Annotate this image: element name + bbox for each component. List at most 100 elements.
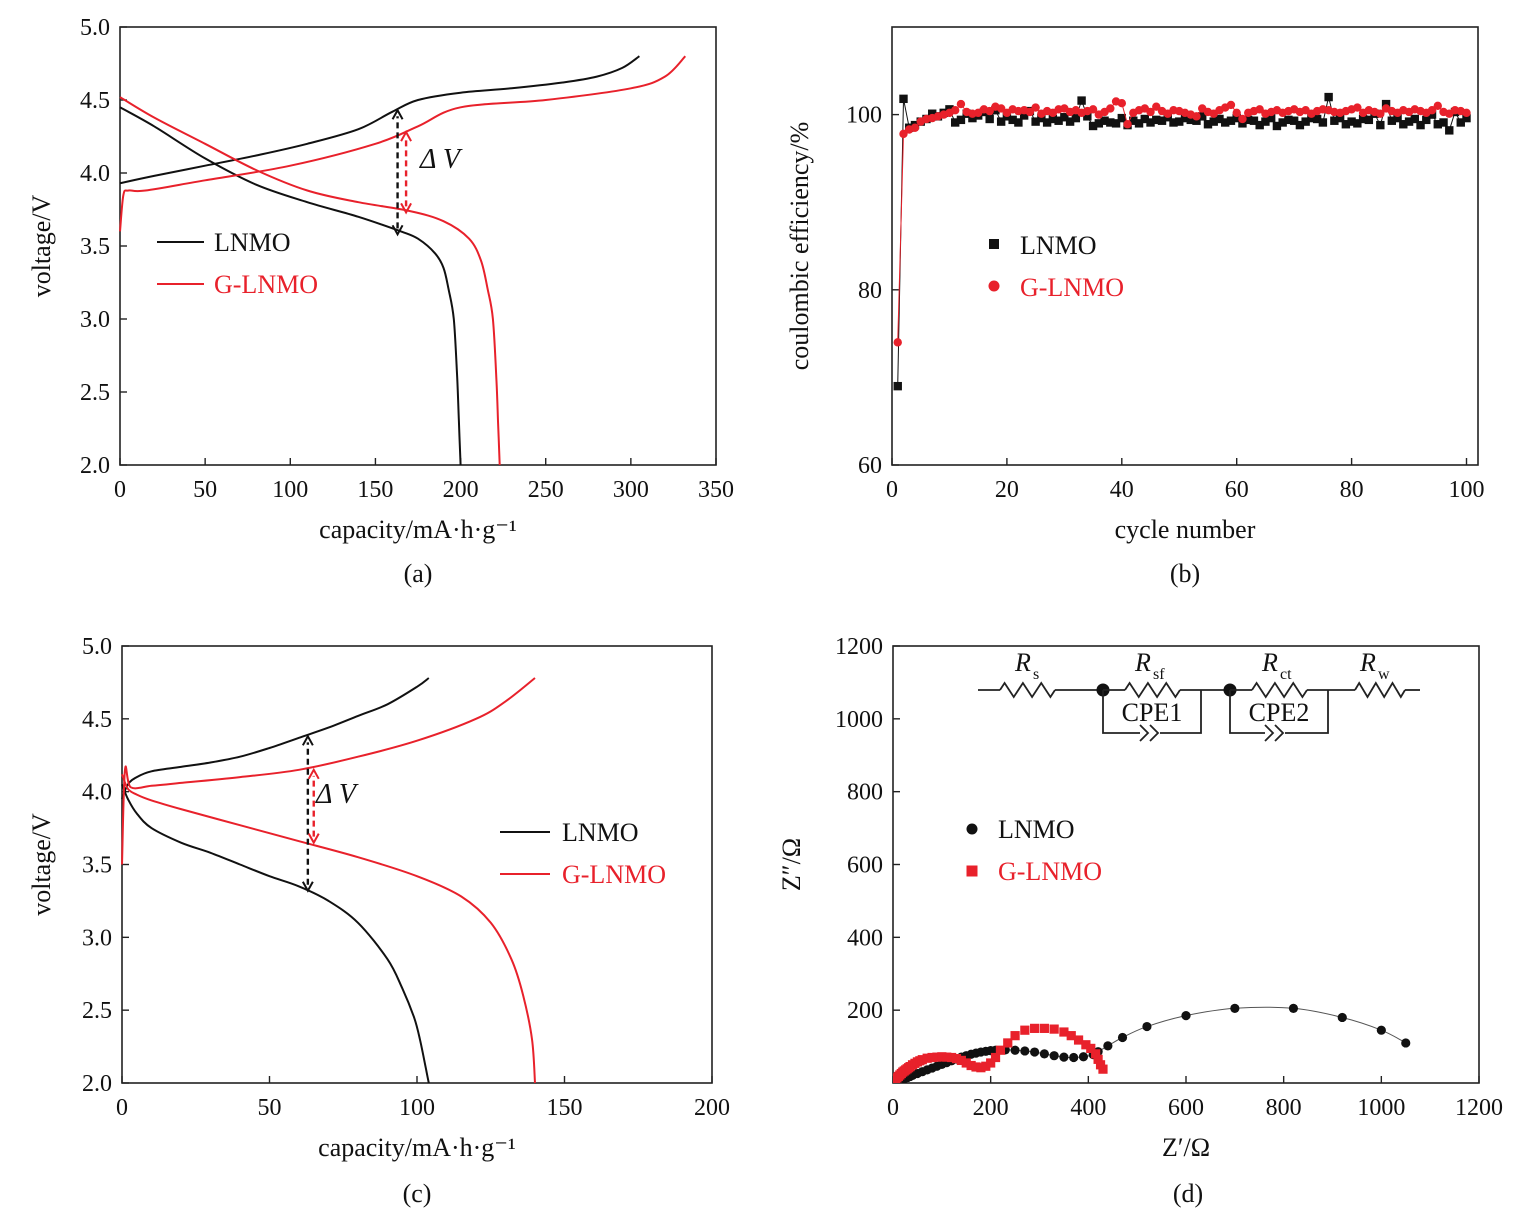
- y-tick-label: 400: [847, 925, 883, 951]
- panel-a: 0 50 100 150 200 250 300 350 2.0 2.5 3.0 3.5 4.0 4.5 5…: [27, 15, 734, 588]
- x-tick-label: 0: [886, 477, 898, 503]
- data-point-lnmo: [1215, 114, 1224, 124]
- data-point-lnmo: [1100, 116, 1109, 125]
- data-point-g-lnmo: [1003, 1038, 1013, 1048]
- y-tick-label: 3.0: [80, 307, 110, 333]
- x-tick-label: 100: [1449, 477, 1485, 503]
- data-point-g-lnmo: [1059, 1027, 1069, 1037]
- data-point-g-lnmo: [917, 1055, 927, 1065]
- data-point-g-lnmo: [950, 106, 960, 115]
- data-point-lnmo: [1175, 117, 1184, 126]
- data-point-lnmo: [1042, 118, 1052, 127]
- data-point-lnmo: [1295, 120, 1305, 130]
- data-point-lnmo: [1347, 117, 1356, 126]
- data-point-lnmo: [1307, 113, 1316, 123]
- data-point-lnmo: [1335, 113, 1345, 123]
- y-tick-label: 600: [847, 853, 883, 879]
- data-point-g-lnmo: [956, 1055, 966, 1066]
- plot-area: [893, 1003, 1411, 1083]
- y-axis-label: coulombic efficiency/%: [785, 122, 814, 371]
- data-point-lnmo: [1243, 115, 1253, 125]
- data-point-g-lnmo: [1093, 1054, 1103, 1064]
- data-point-lnmo: [1083, 112, 1092, 121]
- data-point-lnmo: [1069, 1052, 1079, 1063]
- data-point-g-lnmo: [910, 123, 920, 132]
- data-point-lnmo: [1039, 1049, 1049, 1059]
- data-point-g-lnmo: [1049, 1024, 1059, 1034]
- cpe1-branch: [1102, 690, 1202, 734]
- x-tick-label: 350: [698, 477, 734, 503]
- x-tick-label: 100: [399, 1095, 435, 1121]
- data-point-lnmo: [1065, 117, 1075, 126]
- y-tick-label: 2.0: [82, 1071, 112, 1097]
- x-tick-label: 150: [547, 1095, 583, 1121]
- resistor-rct: [1251, 681, 1308, 699]
- data-point-lnmo: [1088, 121, 1098, 131]
- data-point-lnmo: [1103, 1041, 1113, 1051]
- resistor-rw-subscript: w: [1378, 666, 1390, 683]
- x-tick-label: 200: [973, 1095, 1009, 1121]
- data-point-lnmo: [1358, 114, 1368, 124]
- x-tick-label: 0: [114, 477, 126, 503]
- data-point-lnmo: [1106, 118, 1115, 127]
- data-point-lnmo: [1353, 119, 1362, 128]
- series-line: [121, 773, 536, 1084]
- y-tick-label: 80: [858, 278, 882, 304]
- series-line: [121, 677, 430, 800]
- data-point-lnmo: [1030, 1047, 1040, 1057]
- data-point-lnmo: [1249, 116, 1259, 125]
- data-point-g-lnmo: [1073, 1035, 1084, 1045]
- y-tick-label: 5.0: [80, 15, 110, 41]
- plot-area: [893, 92, 1471, 391]
- data-point-lnmo: [928, 109, 937, 118]
- data-point-lnmo: [1134, 119, 1144, 128]
- y-tick-label: 1000: [835, 707, 883, 733]
- data-point-lnmo: [893, 381, 902, 391]
- data-point-g-lnmo: [981, 1061, 991, 1071]
- data-point-g-lnmo: [1039, 1023, 1049, 1033]
- panel-label: (b): [1170, 559, 1200, 588]
- legend-label-lnmo: LNMO: [998, 815, 1075, 844]
- data-point-lnmo: [1060, 113, 1069, 122]
- x-tick-label: 0: [887, 1095, 899, 1121]
- data-point-g-lnmo: [1376, 109, 1385, 118]
- data-point-lnmo: [1289, 116, 1299, 125]
- data-point-lnmo: [1037, 113, 1046, 123]
- data-point-lnmo: [1337, 1012, 1347, 1023]
- y-tick-label: 4.0: [80, 161, 110, 187]
- data-point-lnmo: [1230, 1003, 1240, 1013]
- delta-v-arrow-head-top: [391, 108, 404, 120]
- y-tick-label: 3.0: [82, 925, 112, 951]
- y-tick-label: 2.0: [80, 453, 110, 479]
- data-point-g-lnmo: [932, 1052, 942, 1062]
- data-point-g-lnmo: [951, 1054, 962, 1064]
- x-tick-label: 600: [1168, 1095, 1204, 1121]
- cpe2-symbol: [1264, 724, 1285, 742]
- x-tick-label: 250: [528, 477, 564, 503]
- data-point-lnmo: [1410, 114, 1420, 124]
- data-point-g-lnmo: [985, 106, 994, 116]
- legend-label-lnmo: LNMO: [562, 818, 639, 847]
- data-point-lnmo: [950, 118, 960, 127]
- x-tick-label: 50: [193, 477, 217, 503]
- panel-label: (c): [403, 1179, 432, 1208]
- data-point-g-lnmo: [893, 338, 902, 347]
- legend-label-glnmo: G-LNMO: [562, 860, 666, 889]
- data-point-lnmo: [1117, 113, 1127, 123]
- data-point-lnmo: [1192, 116, 1201, 125]
- delta-v-arrow-head-bottom: [391, 224, 404, 237]
- data-point-lnmo: [1054, 116, 1063, 125]
- data-point-lnmo: [1456, 118, 1465, 127]
- x-tick-label: 400: [1070, 1095, 1106, 1121]
- data-point-lnmo: [1399, 120, 1408, 129]
- legend-marker-glnmo: [988, 280, 1000, 292]
- resistor-rct-subscript: ct: [1280, 666, 1292, 683]
- data-point-g-lnmo: [947, 1052, 957, 1063]
- data-point-g-lnmo: [990, 1052, 1001, 1063]
- data-point-lnmo: [1077, 96, 1086, 105]
- data-point-lnmo: [1401, 1038, 1411, 1048]
- data-point-lnmo: [1416, 120, 1425, 130]
- legend-label-glnmo: G-LNMO: [998, 857, 1102, 886]
